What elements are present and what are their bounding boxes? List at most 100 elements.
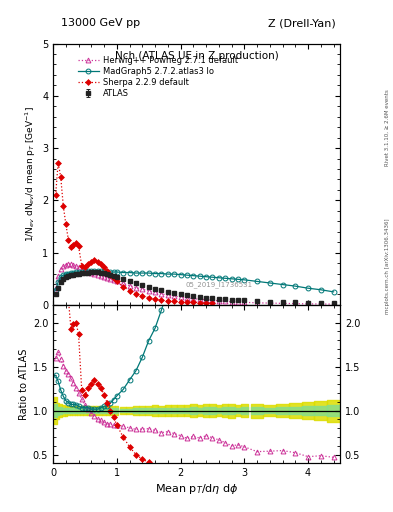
MadGraph5 2.7.2.atlas3 lo: [121, 269, 125, 275]
Herwig++ Powheg 2.7.1 default: [127, 283, 132, 289]
Herwig++ Powheg 2.7.1 default: [66, 261, 71, 267]
Herwig++ Powheg 2.7.1 default: [217, 297, 221, 304]
MadGraph5 2.7.2.atlas3 lo: [61, 272, 66, 278]
MadGraph5 2.7.2.atlas3 lo: [217, 274, 221, 281]
MadGraph5 2.7.2.atlas3 lo: [102, 268, 107, 274]
MadGraph5 2.7.2.atlas3 lo: [111, 269, 116, 275]
MadGraph5 2.7.2.atlas3 lo: [108, 269, 113, 275]
Herwig++ Powheg 2.7.1 default: [268, 300, 272, 306]
MadGraph5 2.7.2.atlas3 lo: [76, 269, 81, 275]
Herwig++ Powheg 2.7.1 default: [68, 261, 73, 267]
MadGraph5 2.7.2.atlas3 lo: [114, 269, 119, 275]
Sherpa 2.2.9 default: [153, 296, 158, 302]
Herwig++ Powheg 2.7.1 default: [140, 286, 145, 292]
MadGraph5 2.7.2.atlas3 lo: [79, 269, 84, 275]
Herwig++ Powheg 2.7.1 default: [229, 298, 234, 305]
Sherpa 2.2.9 default: [61, 203, 66, 209]
Y-axis label: 1/N$_{ev}$ dN$_{ev}$/d mean p$_T$ [GeV$^{-1}$]: 1/N$_{ev}$ dN$_{ev}$/d mean p$_T$ [GeV$^…: [23, 106, 38, 242]
Text: Nch (ATLAS UE in Z production): Nch (ATLAS UE in Z production): [115, 51, 278, 61]
Sherpa 2.2.9 default: [204, 300, 208, 306]
Sherpa 2.2.9 default: [92, 258, 97, 264]
Sherpa 2.2.9 default: [95, 259, 100, 265]
Sherpa 2.2.9 default: [191, 299, 196, 305]
Herwig++ Powheg 2.7.1 default: [255, 300, 259, 306]
Herwig++ Powheg 2.7.1 default: [293, 301, 298, 307]
MadGraph5 2.7.2.atlas3 lo: [134, 270, 138, 276]
Sherpa 2.2.9 default: [210, 300, 215, 306]
Sherpa 2.2.9 default: [178, 298, 183, 305]
MadGraph5 2.7.2.atlas3 lo: [105, 269, 110, 275]
MadGraph5 2.7.2.atlas3 lo: [99, 268, 103, 274]
Herwig++ Powheg 2.7.1 default: [76, 264, 81, 270]
Sherpa 2.2.9 default: [83, 264, 87, 270]
Herwig++ Powheg 2.7.1 default: [58, 266, 63, 272]
Herwig++ Powheg 2.7.1 default: [53, 285, 58, 291]
Herwig++ Powheg 2.7.1 default: [71, 262, 76, 268]
Herwig++ Powheg 2.7.1 default: [102, 274, 107, 280]
Herwig++ Powheg 2.7.1 default: [73, 263, 78, 269]
Herwig++ Powheg 2.7.1 default: [191, 295, 196, 302]
Herwig++ Powheg 2.7.1 default: [223, 298, 228, 304]
Sherpa 2.2.9 default: [140, 293, 145, 299]
Sherpa 2.2.9 default: [165, 297, 170, 304]
Herwig++ Powheg 2.7.1 default: [235, 299, 240, 305]
Sherpa 2.2.9 default: [134, 291, 138, 297]
Herwig++ Powheg 2.7.1 default: [185, 295, 189, 301]
Sherpa 2.2.9 default: [63, 221, 68, 227]
MadGraph5 2.7.2.atlas3 lo: [153, 270, 158, 276]
Text: Rivet 3.1.10, ≥ 2.6M events: Rivet 3.1.10, ≥ 2.6M events: [385, 90, 390, 166]
MadGraph5 2.7.2.atlas3 lo: [204, 273, 208, 280]
MadGraph5 2.7.2.atlas3 lo: [73, 269, 78, 275]
MadGraph5 2.7.2.atlas3 lo: [185, 272, 189, 278]
Herwig++ Powheg 2.7.1 default: [83, 267, 87, 273]
Sherpa 2.2.9 default: [66, 237, 71, 243]
Herwig++ Powheg 2.7.1 default: [178, 294, 183, 300]
Herwig++ Powheg 2.7.1 default: [111, 278, 116, 284]
MadGraph5 2.7.2.atlas3 lo: [268, 280, 272, 286]
MadGraph5 2.7.2.atlas3 lo: [255, 279, 259, 285]
MadGraph5 2.7.2.atlas3 lo: [229, 276, 234, 282]
Sherpa 2.2.9 default: [121, 284, 125, 290]
Sherpa 2.2.9 default: [79, 263, 84, 269]
Sherpa 2.2.9 default: [89, 259, 94, 265]
MadGraph5 2.7.2.atlas3 lo: [280, 282, 285, 288]
MadGraph5 2.7.2.atlas3 lo: [223, 275, 228, 281]
MadGraph5 2.7.2.atlas3 lo: [146, 270, 151, 276]
Herwig++ Powheg 2.7.1 default: [92, 271, 97, 277]
Sherpa 2.2.9 default: [114, 279, 119, 285]
MadGraph5 2.7.2.atlas3 lo: [95, 268, 100, 274]
Text: Z (Drell-Yan): Z (Drell-Yan): [268, 18, 336, 28]
Herwig++ Powheg 2.7.1 default: [134, 285, 138, 291]
MadGraph5 2.7.2.atlas3 lo: [127, 269, 132, 275]
Herwig++ Powheg 2.7.1 default: [197, 296, 202, 302]
Herwig++ Powheg 2.7.1 default: [146, 288, 151, 294]
Herwig++ Powheg 2.7.1 default: [105, 275, 110, 281]
MadGraph5 2.7.2.atlas3 lo: [86, 268, 90, 274]
MadGraph5 2.7.2.atlas3 lo: [293, 283, 298, 289]
Herwig++ Powheg 2.7.1 default: [63, 262, 68, 268]
Herwig++ Powheg 2.7.1 default: [99, 273, 103, 279]
Herwig++ Powheg 2.7.1 default: [306, 301, 310, 307]
Sherpa 2.2.9 default: [73, 240, 78, 246]
Herwig++ Powheg 2.7.1 default: [108, 276, 113, 283]
Sherpa 2.2.9 default: [58, 174, 63, 180]
MadGraph5 2.7.2.atlas3 lo: [68, 270, 73, 276]
Y-axis label: Ratio to ATLAS: Ratio to ATLAS: [18, 349, 29, 420]
Herwig++ Powheg 2.7.1 default: [280, 301, 285, 307]
Text: 13000 GeV pp: 13000 GeV pp: [61, 18, 140, 28]
Herwig++ Powheg 2.7.1 default: [331, 301, 336, 307]
MadGraph5 2.7.2.atlas3 lo: [83, 268, 87, 274]
Sherpa 2.2.9 default: [53, 192, 58, 198]
Herwig++ Powheg 2.7.1 default: [114, 279, 119, 285]
MadGraph5 2.7.2.atlas3 lo: [159, 270, 164, 276]
Sherpa 2.2.9 default: [102, 264, 107, 270]
Herwig++ Powheg 2.7.1 default: [204, 296, 208, 303]
MadGraph5 2.7.2.atlas3 lo: [318, 287, 323, 293]
Herwig++ Powheg 2.7.1 default: [61, 263, 66, 269]
Herwig++ Powheg 2.7.1 default: [86, 269, 90, 275]
MadGraph5 2.7.2.atlas3 lo: [89, 268, 94, 274]
Legend: Herwig++ Powheg 2.7.1 default, MadGraph5 2.7.2.atlas3 lo, Sherpa 2.2.9 default, : Herwig++ Powheg 2.7.1 default, MadGraph5…: [76, 54, 239, 99]
Herwig++ Powheg 2.7.1 default: [210, 297, 215, 303]
Sherpa 2.2.9 default: [159, 297, 164, 303]
MadGraph5 2.7.2.atlas3 lo: [210, 274, 215, 280]
